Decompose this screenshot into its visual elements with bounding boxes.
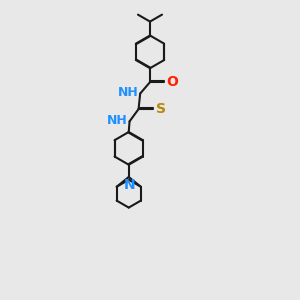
Text: S: S (156, 102, 166, 116)
Text: NH: NH (118, 86, 139, 99)
Text: O: O (167, 75, 178, 89)
Text: NH: NH (107, 114, 128, 127)
Text: N: N (124, 178, 135, 192)
